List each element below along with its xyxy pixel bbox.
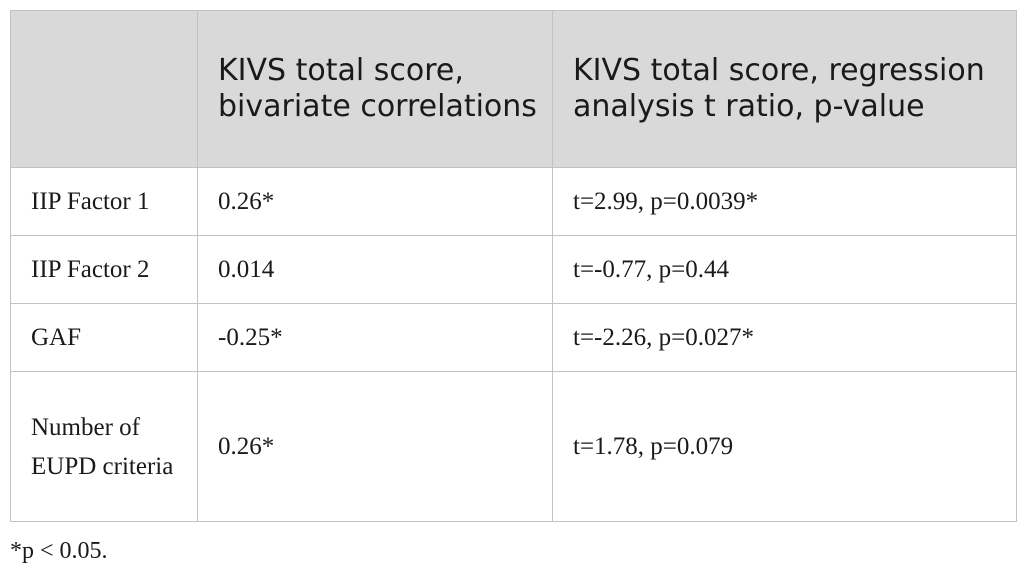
regression-value: t=-0.77, p=0.44: [552, 235, 1017, 304]
regression-value: t=2.99, p=0.0039*: [552, 167, 1017, 236]
table-row: IIP Factor 2 0.014 t=-0.77, p=0.44: [10, 235, 1017, 304]
correlation-value: 0.26*: [197, 167, 553, 236]
table-footnote: *p < 0.05.: [10, 538, 108, 564]
row-label: IIP Factor 2: [10, 235, 198, 304]
regression-value: t=-2.26, p=0.027*: [552, 303, 1017, 372]
correlation-value: -0.25*: [197, 303, 553, 372]
row-label: GAF: [10, 303, 198, 372]
row-label: Number of EUPD criteria: [10, 371, 198, 522]
row-label: IIP Factor 1: [10, 167, 198, 236]
correlation-value: 0.26*: [197, 371, 553, 522]
correlation-value: 0.014: [197, 235, 553, 304]
header-cell-empty: [10, 10, 198, 168]
header-cell-correlations: KIVS total score, bivariate correlations: [197, 10, 553, 168]
table-row: Number of EUPD criteria 0.26* t=1.78, p=…: [10, 371, 1017, 522]
regression-value: t=1.78, p=0.079: [552, 371, 1017, 522]
table-row: IIP Factor 1 0.26* t=2.99, p=0.0039*: [10, 167, 1017, 236]
results-table: KIVS total score, bivariate correlations…: [10, 10, 1017, 522]
table-row: GAF -0.25* t=-2.26, p=0.027*: [10, 303, 1017, 372]
table-header-row: KIVS total score, bivariate correlations…: [10, 10, 1017, 168]
header-cell-regression: KIVS total score, regression analysis t …: [552, 10, 1017, 168]
